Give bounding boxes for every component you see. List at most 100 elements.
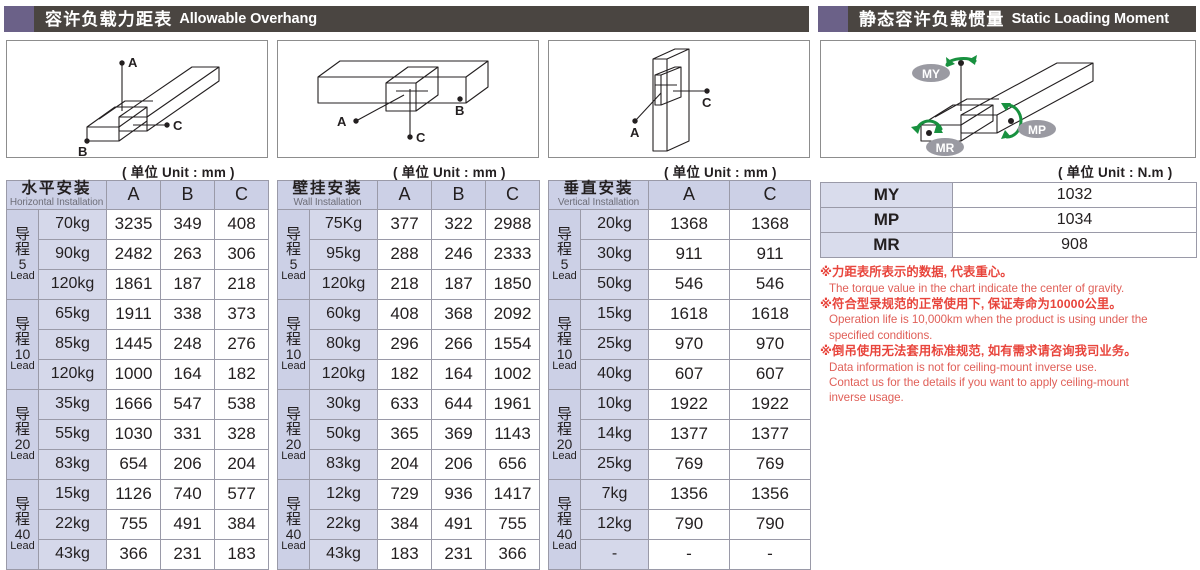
mr-label-badge: MR <box>926 138 964 156</box>
table-title-wall: 壁挂安装 Wall Installation <box>276 180 379 210</box>
note-en-3-1: Data information is not for ceiling-moun… <box>829 360 1097 374</box>
figure-wall-installation: A B C <box>277 40 539 158</box>
overhang-value-a: 365 <box>377 418 433 450</box>
table-row: 43kg 366 231 183 <box>7 538 269 570</box>
section-title-en-2: Static Loading Moment <box>1011 10 1170 27</box>
lead-group-label: 导程 20 Lead <box>548 388 581 480</box>
overhang-value-a: 1445 <box>106 328 161 360</box>
load-value-cell: 25kg <box>580 448 649 480</box>
column-header-a: A <box>106 180 161 210</box>
overhang-value-b: 164 <box>431 358 487 390</box>
overhang-value-a: 408 <box>377 298 433 330</box>
overhang-value-b: 331 <box>160 418 215 450</box>
load-value-cell: 50kg <box>580 268 649 300</box>
overhang-value-a: 654 <box>106 448 161 480</box>
table-row: 14kg 1377 1377 <box>549 418 811 450</box>
load-value-cell: 22kg <box>38 508 107 540</box>
overhang-value-c: 1368 <box>729 208 811 240</box>
lead-group-label: 导程 5 Lead <box>277 208 310 300</box>
table-row: 导程 5 Lead 20kg 1368 1368 <box>548 208 811 300</box>
overhang-value-c: 769 <box>729 448 811 480</box>
table-row: 95kg 288 246 2333 <box>278 238 541 270</box>
overhang-value-b: 338 <box>160 298 215 330</box>
lead-group-label: 导程 5 Lead <box>6 208 39 300</box>
overhang-value-c: 1618 <box>729 298 811 330</box>
point-c-dot <box>407 134 413 140</box>
overhang-value-c: 1143 <box>485 418 541 450</box>
load-value-cell: 120kg <box>38 358 107 390</box>
load-value-cell: 90kg <box>38 238 107 270</box>
table-row: 55kg 1030 331 328 <box>7 418 269 450</box>
overhang-value-a: 1861 <box>106 268 161 300</box>
overhang-value-a: 790 <box>648 508 730 540</box>
overhang-value-c: 790 <box>729 508 811 540</box>
overhang-value-c: 408 <box>214 208 269 240</box>
vertical-diagram-svg: A C <box>630 48 712 152</box>
overhang-value-c: 328 <box>214 418 269 450</box>
notes-block: ※力距表所表示的数据, 代表重心。 The torque value in the… <box>820 264 1200 406</box>
load-value-cell: 14kg <box>580 418 649 450</box>
overhang-value-a: 288 <box>377 238 433 270</box>
overhang-value-c: 366 <box>485 538 541 570</box>
note-en-1-1: The torque value in the chart indicate t… <box>829 281 1125 295</box>
table-row: 22kg 384 491 755 <box>278 508 541 540</box>
table-row: 43kg 183 231 366 <box>278 538 541 570</box>
load-value-cell: 95kg <box>308 238 379 270</box>
horizontal-diagram-svg: A B C <box>78 55 220 157</box>
overhang-value-c: 546 <box>729 268 811 300</box>
overhang-value-b: 491 <box>160 508 215 540</box>
table-title-en: Horizontal Installation <box>9 197 104 209</box>
table-row: 导程 40 Lead 7kg 1356 1356 <box>548 478 811 570</box>
table-row: 导程 40 Lead 15kg 1126 740 577 <box>6 478 269 570</box>
point-c-dot <box>164 122 170 128</box>
overhang-value-a: 1030 <box>106 418 161 450</box>
load-value-cell: 83kg <box>308 448 379 480</box>
load-value-cell: 12kg <box>580 508 649 540</box>
table-row: 80kg 296 266 1554 <box>278 328 541 360</box>
table-row: 120kg 1861 187 218 <box>7 268 269 300</box>
table-row: 83kg 204 206 656 <box>278 448 541 480</box>
load-value-cell: 83kg <box>38 448 107 480</box>
table-row: 120kg 218 187 1850 <box>278 268 541 300</box>
lead-group-label: 导程 40 Lead <box>277 478 310 570</box>
table-header-row: 水平安装 Horizontal Installation A B C <box>6 180 269 210</box>
load-value-cell: 15kg <box>38 478 107 510</box>
moment-label-mr: MR <box>820 232 953 258</box>
note-en-2-1: Operation life is 10,000km when the prod… <box>829 313 1148 327</box>
lead-group-label: 导程 20 Lead <box>277 388 310 480</box>
table-row: 导程 10 Lead 15kg 1618 1618 <box>548 298 811 390</box>
lead-group-label: 导程 10 Lead <box>548 298 581 390</box>
load-value-cell: 75Kg <box>308 208 379 240</box>
overhang-value-a: 1911 <box>106 298 161 330</box>
overhang-value-c: 204 <box>214 448 269 480</box>
load-value-cell: 43kg <box>38 538 107 570</box>
overhang-value-a: 183 <box>377 538 433 570</box>
overhang-value-a: 769 <box>648 448 730 480</box>
table-wall-installation: 壁挂安装 Wall Installation A B C 导程 5 Lead 75Kg 377 3… <box>276 180 541 570</box>
overhang-value-a: 3235 <box>106 208 161 240</box>
column-header-b: B <box>160 180 215 210</box>
table-body: 导程 5 Lead 20kg 1368 1368 30kg 911 911 50kg 546 546 导… <box>548 208 811 570</box>
mr-axis-dot <box>926 130 932 136</box>
overhang-value-a: 1000 <box>106 358 161 390</box>
moment-row: MP 1034 <box>820 207 1197 233</box>
moment-row: MY 1032 <box>820 182 1197 208</box>
point-a-dot <box>353 118 359 124</box>
overhang-value-b: 266 <box>431 328 487 360</box>
point-c-label: C <box>173 118 183 133</box>
title-swatch-purple <box>4 6 34 32</box>
table-title-en: Wall Installation <box>293 197 362 209</box>
point-a-dot <box>632 118 638 124</box>
overhang-value-a: 1126 <box>106 478 161 510</box>
unit-label-vertical: ( 单位 Unit : mm ) <box>664 165 777 180</box>
overhang-value-a: 1368 <box>648 208 730 240</box>
table-header-row: 壁挂安装 Wall Installation A B C <box>276 180 541 210</box>
table-row: 导程 10 Lead 60kg 408 368 2092 <box>277 298 541 390</box>
table-row: 25kg 769 769 <box>549 448 811 480</box>
overhang-value-c: 2092 <box>485 298 541 330</box>
load-value-cell: 65kg <box>38 298 107 330</box>
table-static-loading-moment: MY 1032 MP 1034 MR 908 <box>820 182 1197 258</box>
unit-label-moment: ( 单位 Unit : N.m ) <box>1058 165 1173 180</box>
table-row: 导程 20 Lead 10kg 1922 1922 <box>548 388 811 480</box>
point-a-label: A <box>128 55 138 70</box>
